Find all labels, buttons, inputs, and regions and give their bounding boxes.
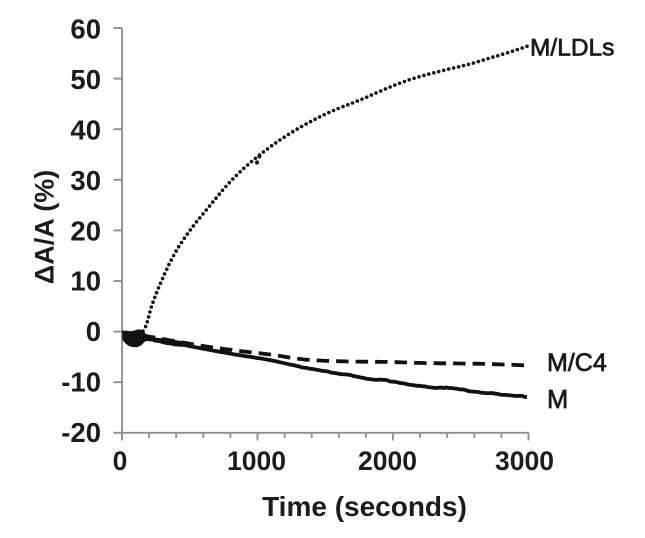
svg-text:1000: 1000 [227, 446, 286, 476]
svg-text:20: 20 [70, 215, 101, 246]
svg-text:M/LDLs: M/LDLs [530, 35, 614, 62]
svg-text:10: 10 [70, 266, 101, 297]
svg-text:50: 50 [70, 64, 101, 95]
svg-text:ΔA/A (%): ΔA/A (%) [30, 170, 60, 284]
svg-text:Time (seconds): Time (seconds) [262, 491, 467, 522]
svg-text:2000: 2000 [358, 446, 417, 476]
svg-text:30: 30 [70, 165, 101, 196]
svg-text:-10: -10 [61, 367, 101, 398]
svg-text:60: 60 [70, 14, 101, 45]
svg-text:M/C4: M/C4 [547, 349, 607, 377]
svg-text:40: 40 [70, 115, 101, 146]
svg-text:0: 0 [86, 316, 101, 347]
svg-text:0: 0 [113, 446, 128, 476]
svg-text:-20: -20 [61, 417, 101, 448]
svg-text:3000: 3000 [495, 446, 554, 476]
svg-text:M: M [547, 386, 568, 414]
